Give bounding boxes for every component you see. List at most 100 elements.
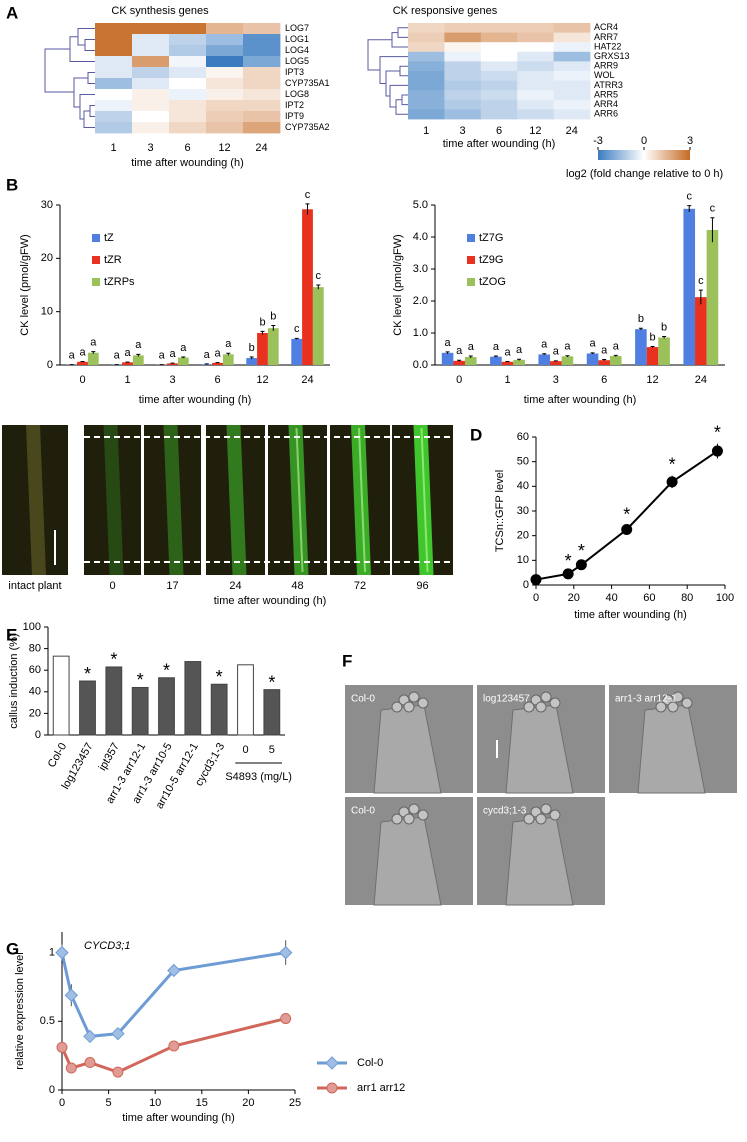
micrograph	[2, 425, 68, 575]
heatmap-cell	[480, 71, 518, 81]
heatmap-cell	[95, 89, 133, 101]
row-label: ACR4	[594, 22, 618, 32]
heatmap-cell	[132, 100, 170, 112]
heatmap-cell	[206, 34, 244, 46]
significance-letter: a	[456, 345, 463, 357]
callus-cell	[523, 813, 535, 825]
y-axis-label: TCSn::GFP level	[494, 470, 506, 552]
heatmap-cell	[444, 80, 482, 91]
frame-label: 24	[229, 580, 241, 592]
row-label: HAT22	[594, 41, 621, 51]
significance-letter: a	[225, 338, 232, 350]
group-label: S4893 (mg/L)	[225, 771, 292, 783]
dendrogram	[367, 27, 408, 115]
error-bar	[517, 358, 522, 361]
heatmap-cell	[480, 90, 518, 101]
row-label: CYP735A1	[285, 78, 330, 88]
heatmap-cell	[169, 78, 207, 90]
significance-letter: a	[613, 340, 620, 352]
frame-label: intact plant	[8, 580, 61, 592]
x-tick-label: 0	[456, 374, 462, 386]
significance-letter: b	[270, 310, 276, 322]
marker	[621, 524, 633, 535]
x-tick-label: 10	[149, 1097, 161, 1109]
heatmap-cell	[95, 122, 133, 134]
root	[26, 425, 46, 575]
heatmap-cell	[132, 45, 170, 57]
significance-letter: b	[638, 313, 644, 325]
x-axis-label: time after wounding (h)	[524, 394, 637, 406]
heatmap-cell	[517, 80, 554, 91]
heatmap-cell	[444, 99, 482, 110]
error-bar	[260, 330, 265, 335]
legend-swatch	[92, 278, 100, 286]
x-tick-label: 24	[695, 374, 707, 386]
x-tick-label: 3	[553, 374, 559, 386]
frame-label: cycd3;1-3	[483, 806, 527, 817]
callus-cell	[403, 701, 415, 713]
bar	[706, 229, 719, 365]
heatmap-cell	[408, 80, 445, 91]
heatmap-cell	[243, 100, 281, 112]
error-bar	[602, 359, 607, 361]
vasculature	[295, 427, 304, 573]
heatmap-cell	[517, 109, 554, 120]
legend-label: arr1 arr12	[357, 1082, 405, 1094]
heatmap-cell	[95, 23, 133, 35]
heatmap-cell	[243, 111, 281, 123]
legend-swatch	[467, 278, 475, 286]
heatmap-cell	[243, 45, 281, 57]
heatmap-cell	[444, 51, 482, 62]
bar	[131, 686, 149, 736]
y-tick-label: 0	[523, 579, 529, 591]
heatmap-cell	[553, 90, 591, 101]
panel-label: E	[6, 625, 17, 644]
frame-label: 72	[354, 580, 366, 592]
error-bar	[613, 354, 618, 357]
marker	[56, 1041, 68, 1053]
root	[103, 425, 124, 575]
heatmap-cell	[480, 80, 518, 91]
bar	[646, 347, 659, 365]
row-label: ARR9	[594, 61, 618, 71]
frame-label: arr1-3 arr12-1	[615, 694, 677, 705]
error-bar	[662, 336, 667, 339]
heatmap-cell	[169, 89, 207, 101]
significance-letter: a	[564, 341, 571, 353]
bar	[538, 354, 551, 365]
x-axis-label: time after wounding (h)	[214, 595, 327, 607]
row-label: ARR6	[594, 109, 618, 119]
callus-cell	[403, 813, 415, 825]
x-tick-label: 24	[301, 374, 313, 386]
x-tick-label: ipt357	[97, 741, 122, 773]
y-axis-label: CK level (pmol/gFW)	[19, 234, 31, 335]
marker	[65, 1062, 77, 1074]
heatmap-cell	[517, 90, 554, 101]
significance-letter: c	[305, 189, 311, 201]
x-tick-label: 12	[646, 374, 658, 386]
legend-swatch	[467, 234, 475, 242]
heatmap-cell	[243, 23, 281, 35]
heatmap-cell	[517, 42, 554, 53]
y-tick-label: 1.0	[413, 327, 428, 339]
marker	[168, 1040, 180, 1052]
heatmap-cell	[132, 89, 170, 101]
heatmap-cell	[132, 23, 170, 35]
series-line	[60, 951, 286, 1039]
heatmap-cell	[169, 56, 207, 68]
root	[226, 425, 247, 575]
column-label: 12	[218, 142, 230, 154]
y-tick-label: 20	[41, 252, 53, 264]
callus-cell	[417, 809, 429, 821]
heatmap-cell	[206, 45, 244, 57]
significance-letter: a	[493, 341, 500, 353]
marker	[711, 445, 723, 457]
legend-label: tZ7G	[479, 232, 503, 244]
significance-mark: *	[216, 667, 223, 687]
dendrogram	[44, 28, 95, 128]
heatmap-cell	[132, 67, 170, 79]
y-tick-label: 0	[47, 359, 53, 371]
heatmap-cell	[553, 51, 591, 62]
x-tick-label: 20	[568, 592, 580, 604]
heatmap-cell	[444, 32, 482, 43]
